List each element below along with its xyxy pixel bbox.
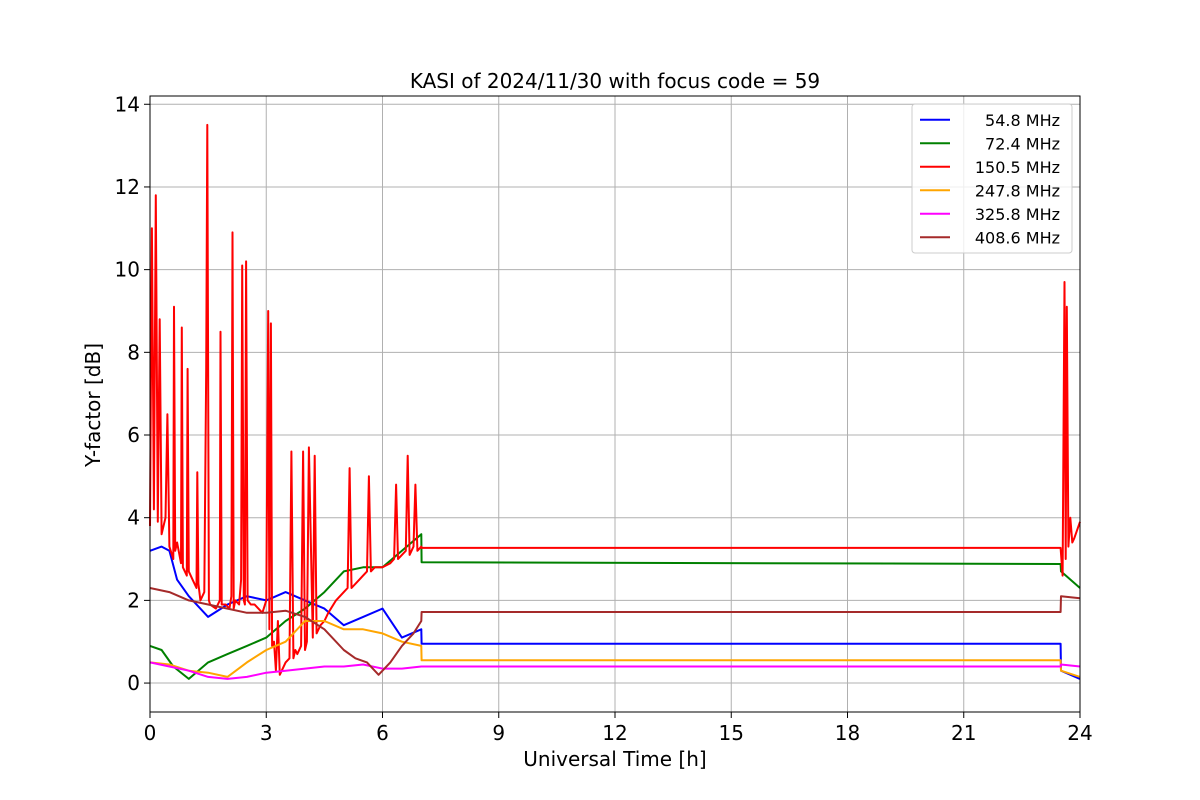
x-tick-label: 15: [719, 721, 744, 745]
legend: 54.8 MHz 72.4 MHz 150.5 MHz 247.8 MHz 325.8 …: [911, 103, 1073, 254]
series-layer: [149, 123, 1081, 680]
series-line: [149, 661, 1081, 680]
series-line: [149, 587, 1081, 676]
series-line: [149, 620, 1081, 678]
x-axis: 0 3 6 9 12 15 18 21 24: [144, 712, 1093, 745]
legend-label: 408.6 MHz: [975, 228, 1060, 247]
legend-label: 247.8 MHz: [975, 181, 1060, 200]
x-tick-label: 21: [951, 721, 976, 745]
legend-label: 54.8 MHz: [985, 111, 1060, 130]
y-tick-label: 12: [115, 175, 140, 199]
y-axis-label: Y-factor [dB]: [81, 343, 105, 468]
chart-title: KASI of 2024/11/30 with focus code = 59: [410, 69, 820, 93]
x-axis-label: Universal Time [h]: [523, 747, 706, 771]
x-tick-label: 24: [1067, 721, 1092, 745]
x-tick-label: 0: [144, 721, 157, 745]
y-tick-label: 4: [127, 506, 140, 530]
legend-label: 72.4 MHz: [985, 134, 1060, 153]
series-line: [149, 123, 1081, 676]
y-tick-label: 14: [115, 92, 140, 116]
x-tick-label: 9: [492, 721, 505, 745]
x-tick-label: 18: [835, 721, 860, 745]
legend-label: 325.8 MHz: [975, 205, 1060, 224]
y-tick-label: 10: [115, 258, 140, 282]
legend-label: 150.5 MHz: [975, 158, 1060, 177]
x-tick-label: 3: [260, 721, 273, 745]
x-tick-label: 12: [602, 721, 627, 745]
y-tick-label: 2: [127, 588, 140, 612]
y-tick-label: 6: [127, 423, 140, 447]
y-tick-label: 8: [127, 340, 140, 364]
y-axis: 0 2 4 6 8 10 12 14: [115, 92, 150, 695]
series-line: [149, 533, 1081, 680]
legend-box: [911, 103, 1073, 254]
y-tick-label: 0: [127, 671, 140, 695]
x-tick-label: 6: [376, 721, 389, 745]
